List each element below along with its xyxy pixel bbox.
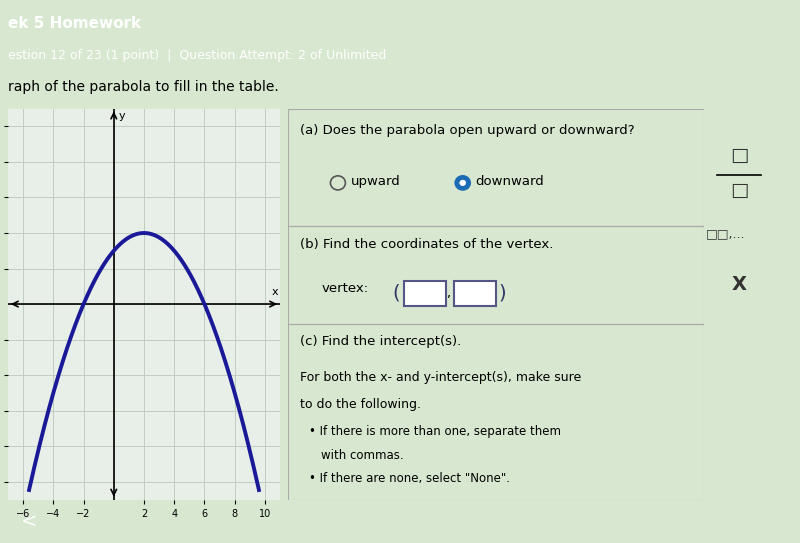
Text: vertex:: vertex: bbox=[322, 282, 369, 295]
Text: ): ) bbox=[498, 283, 506, 302]
Text: y: y bbox=[118, 111, 125, 121]
Bar bbox=[288, 109, 704, 226]
Text: (b) Find the coordinates of the vertex.: (b) Find the coordinates of the vertex. bbox=[301, 238, 554, 251]
Text: □: □ bbox=[730, 146, 748, 165]
Text: ek 5 Homework: ek 5 Homework bbox=[8, 16, 141, 31]
Text: □: □ bbox=[730, 181, 748, 200]
Text: (a) Does the parabola open upward or downward?: (a) Does the parabola open upward or dow… bbox=[301, 124, 635, 137]
Text: X: X bbox=[732, 275, 746, 294]
Bar bbox=[288, 324, 704, 500]
Circle shape bbox=[455, 176, 470, 190]
Text: to do the following.: to do the following. bbox=[301, 398, 422, 411]
Text: <: < bbox=[21, 512, 43, 531]
Text: ,: , bbox=[446, 287, 450, 300]
Bar bbox=[454, 281, 496, 306]
Text: (c) Find the intercept(s).: (c) Find the intercept(s). bbox=[301, 336, 462, 349]
Circle shape bbox=[460, 180, 466, 186]
Text: x: x bbox=[272, 287, 278, 297]
Text: • If there is more than one, separate them: • If there is more than one, separate th… bbox=[309, 425, 561, 438]
Text: upward: upward bbox=[350, 175, 400, 188]
Text: downward: downward bbox=[475, 175, 544, 188]
Text: estion 12 of 23 (1 point)  |  Question Attempt: 2 of Unlimited: estion 12 of 23 (1 point) | Question Att… bbox=[8, 49, 386, 62]
Text: □□,...: □□,... bbox=[706, 227, 746, 240]
Text: (: ( bbox=[393, 283, 400, 302]
Text: raph of the parabola to fill in the table.: raph of the parabola to fill in the tabl… bbox=[8, 80, 278, 94]
Text: with commas.: with commas. bbox=[322, 449, 404, 462]
Bar bbox=[405, 281, 446, 306]
Bar bbox=[288, 226, 704, 324]
Text: • If there are none, select "None".: • If there are none, select "None". bbox=[309, 472, 510, 485]
Text: For both the x- and y-intercept(s), make sure: For both the x- and y-intercept(s), make… bbox=[301, 370, 582, 383]
